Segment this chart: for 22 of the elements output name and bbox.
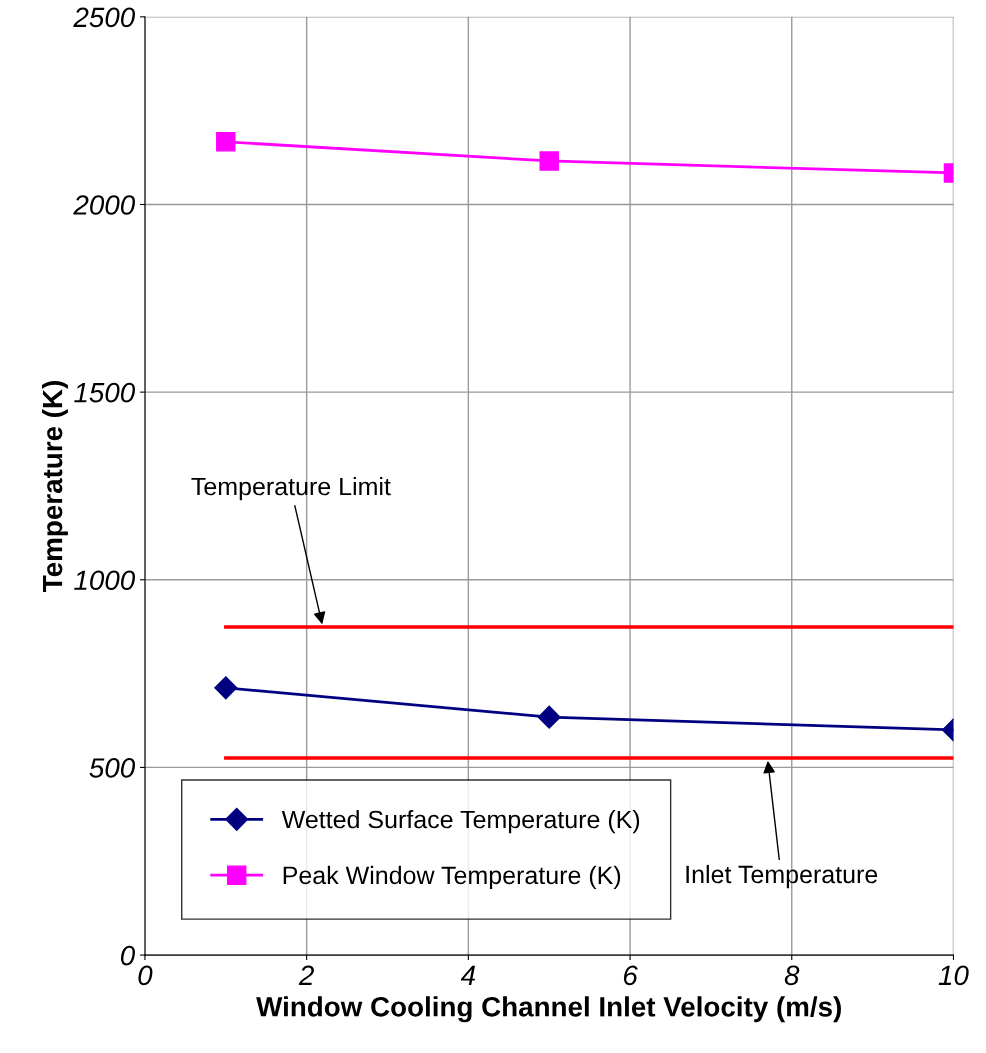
y-tick-label: 2000: [73, 195, 135, 215]
x-tick-label: 6: [623, 965, 638, 986]
x-tick-label: 0: [138, 965, 153, 986]
y-tick-label: 1500: [74, 382, 135, 403]
legend-label: Peak Window Temperature (K): [283, 865, 621, 890]
legend-label: Wetted Surface Temperature (K): [281, 810, 640, 834]
point: [539, 151, 559, 171]
y-tick-label: 500: [89, 758, 135, 778]
x-tick-label: 2: [298, 965, 314, 985]
x-tick-label: 4: [460, 965, 476, 985]
point: [537, 705, 561, 729]
x-tick-label: 10: [938, 965, 969, 986]
point: [216, 132, 236, 152]
y-axis-title: Temperature (K): [41, 381, 68, 592]
y-tick-label: 2500: [73, 7, 135, 28]
y-tick-label: 0: [120, 945, 135, 966]
y-tick-label: 1000: [74, 570, 135, 591]
x-axis-title: Window Cooling Channel Inlet Velocity (m/s): [256, 996, 841, 1023]
point: [214, 676, 238, 700]
annotation: Temperature Limit: [191, 477, 391, 501]
annotation: Inlet Temperature: [686, 864, 878, 889]
x-tick-label: 8: [784, 965, 800, 986]
